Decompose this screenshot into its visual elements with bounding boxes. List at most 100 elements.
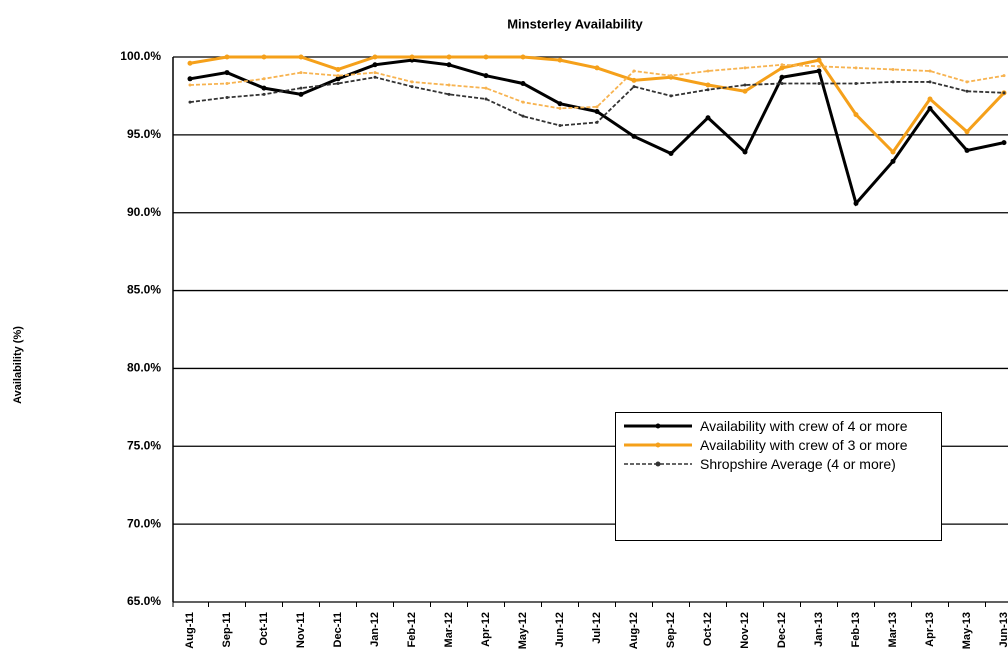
- data-point: [372, 62, 378, 68]
- x-tick-label: Jan-12: [369, 612, 381, 647]
- x-tick-label: May-12: [517, 612, 529, 649]
- data-point: [520, 80, 526, 86]
- x-tick-label: Aug-11: [184, 612, 196, 649]
- x-tick-label: Jun-13: [998, 612, 1008, 647]
- data-point: [928, 69, 932, 73]
- data-point: [816, 68, 822, 74]
- data-point: [410, 80, 414, 84]
- data-point: [742, 149, 748, 155]
- data-point: [188, 100, 192, 104]
- data-point: [779, 74, 785, 80]
- data-point: [817, 64, 821, 68]
- data-point: [891, 80, 895, 84]
- data-point: [854, 66, 858, 70]
- y-tick-label: 70.0%: [127, 516, 161, 530]
- data-point: [557, 101, 563, 107]
- data-point: [373, 75, 377, 79]
- data-point: [595, 105, 599, 109]
- x-tick-label: Oct-11: [258, 612, 270, 646]
- y-tick-label: 90.0%: [127, 205, 161, 219]
- data-point: [632, 85, 636, 89]
- data-point: [965, 80, 969, 84]
- series-line: [189, 55, 1006, 155]
- data-point: [632, 69, 636, 73]
- data-point: [1001, 140, 1007, 146]
- x-tick-label: Apr-13: [924, 612, 936, 647]
- data-point: [890, 158, 896, 164]
- data-point: [927, 105, 933, 111]
- data-point: [816, 57, 822, 63]
- data-point: [890, 149, 896, 155]
- data-point: [299, 86, 303, 90]
- data-point: [446, 62, 452, 68]
- data-point: [225, 81, 229, 85]
- data-point: [224, 70, 230, 76]
- data-point: [631, 77, 637, 83]
- legend-label: Availability with crew of 3 or more: [700, 437, 908, 453]
- data-point: [594, 109, 600, 114]
- data-point: [631, 133, 637, 139]
- data-point: [336, 74, 340, 78]
- data-point: [409, 54, 415, 60]
- x-tick-label: Feb-12: [406, 612, 418, 647]
- y-axis-label: Availability (%): [12, 326, 24, 404]
- data-point: [853, 112, 859, 118]
- y-tick-label: 80.0%: [127, 361, 161, 375]
- data-point: [817, 81, 821, 85]
- legend-marker: [655, 461, 661, 467]
- legend-label: Availability with crew of 4 or more: [700, 418, 908, 434]
- x-tick-label: Sep-11: [221, 612, 233, 647]
- x-tick-label: Sep-12: [665, 612, 677, 648]
- data-point: [299, 71, 303, 75]
- data-point: [853, 200, 859, 206]
- data-point: [187, 60, 193, 66]
- y-tick-label: 85.0%: [127, 283, 161, 297]
- data-point: [558, 106, 562, 110]
- data-point: [225, 95, 229, 99]
- data-point: [594, 65, 600, 71]
- data-point: [928, 80, 932, 84]
- legend-swatch: [624, 423, 692, 429]
- x-tick-label: Dec-12: [776, 612, 788, 648]
- legend-entry: Availability with crew of 3 or more: [622, 438, 935, 453]
- data-point: [669, 94, 673, 98]
- x-tick-label: Apr-12: [480, 612, 492, 647]
- x-tick-label: Oct-12: [702, 612, 714, 646]
- data-point: [668, 151, 674, 157]
- data-point: [595, 120, 599, 124]
- x-tick-label: Aug-12: [628, 612, 640, 649]
- data-point: [372, 54, 378, 60]
- data-point: [521, 100, 525, 104]
- x-tick-label: Jan-13: [813, 612, 825, 647]
- y-tick-label: 75.0%: [127, 438, 161, 452]
- series-line: [189, 76, 1005, 127]
- x-tick-label: Dec-11: [332, 612, 344, 647]
- data-point: [669, 74, 673, 78]
- data-point: [521, 114, 525, 118]
- data-point: [336, 81, 340, 85]
- data-point: [187, 76, 193, 82]
- x-tick-label: Mar-13: [887, 612, 899, 647]
- data-point: [706, 69, 710, 73]
- data-point: [447, 92, 451, 96]
- y-tick-label: 65.0%: [127, 594, 161, 608]
- legend-entry: Shropshire Average (4 or more): [622, 457, 935, 472]
- data-point: [891, 67, 895, 71]
- data-point: [1002, 74, 1006, 78]
- data-point: [298, 54, 304, 60]
- data-point: [742, 88, 748, 94]
- legend-marker: [655, 442, 661, 448]
- data-point: [557, 57, 563, 63]
- data-point: [373, 71, 377, 75]
- legend: Availability with crew of 4 or more Avail…: [615, 412, 942, 541]
- data-point: [706, 88, 710, 92]
- data-point: [964, 129, 970, 135]
- data-point: [779, 65, 785, 71]
- x-tick-label: Mar-12: [443, 612, 455, 647]
- data-point: [262, 92, 266, 96]
- x-tick-label: Nov-12: [739, 612, 751, 649]
- data-point: [484, 97, 488, 101]
- data-point: [705, 82, 711, 88]
- x-tick-label: Nov-11: [295, 612, 307, 648]
- y-tick-label: 100.0%: [120, 49, 161, 63]
